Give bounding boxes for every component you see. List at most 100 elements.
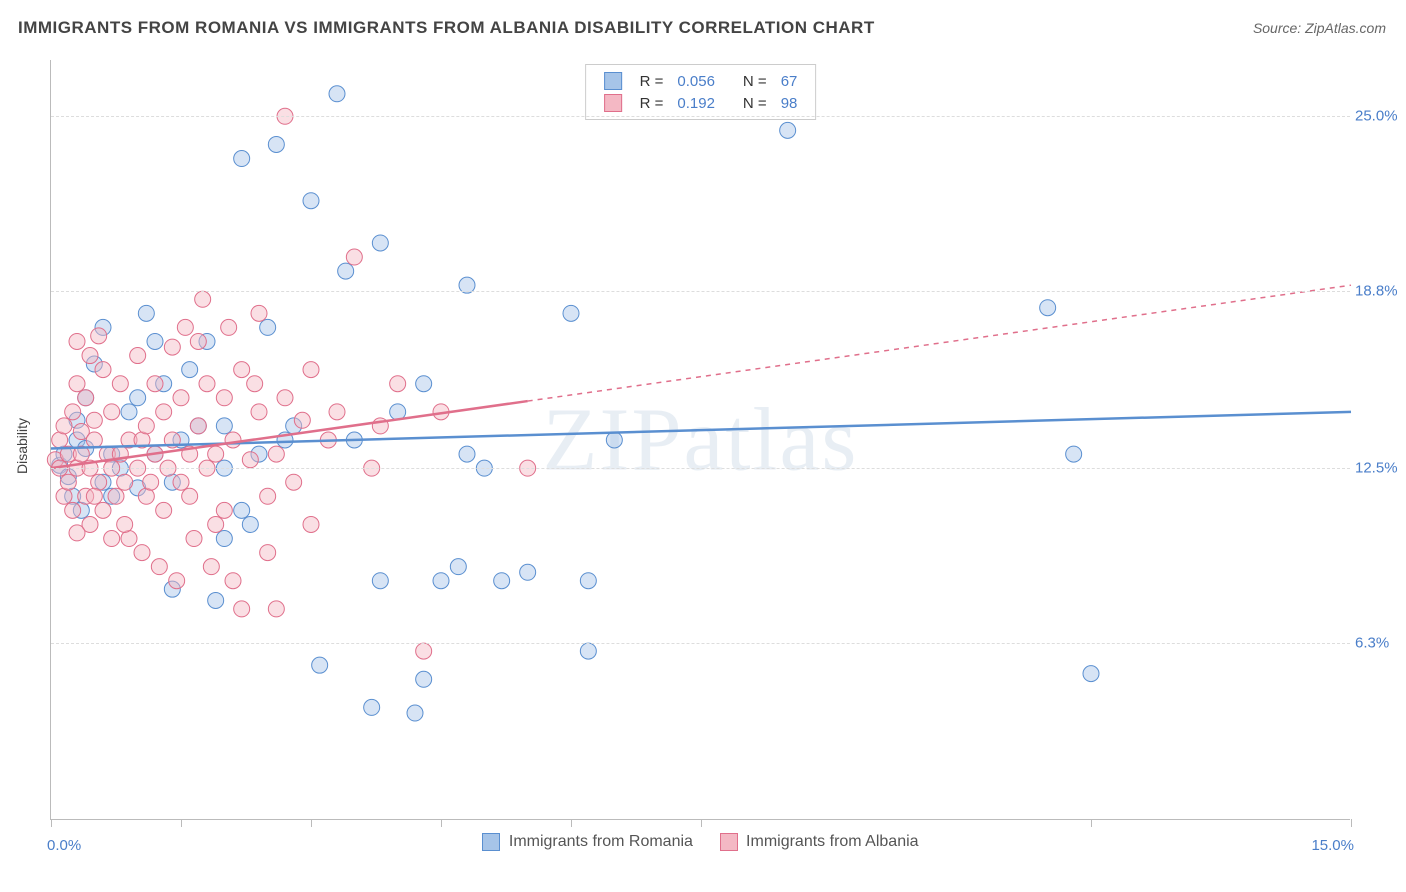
scatter-dot-albania bbox=[143, 474, 159, 490]
gridline-h bbox=[51, 468, 1350, 469]
x-axis-max-label: 15.0% bbox=[1311, 837, 1354, 854]
scatter-dot-albania bbox=[260, 545, 276, 561]
legend-swatch-albania bbox=[720, 833, 738, 851]
scatter-dot-albania bbox=[69, 525, 85, 541]
scatter-dot-romania bbox=[130, 390, 146, 406]
scatter-dot-romania bbox=[1066, 446, 1082, 462]
gridline-h bbox=[51, 291, 1350, 292]
scatter-dot-albania bbox=[91, 328, 107, 344]
scatter-dot-albania bbox=[251, 404, 267, 420]
scatter-dot-albania bbox=[156, 502, 172, 518]
scatter-dot-albania bbox=[86, 432, 102, 448]
scatter-dot-albania bbox=[390, 376, 406, 392]
scatter-dot-romania bbox=[494, 573, 510, 589]
scatter-dot-romania bbox=[563, 305, 579, 321]
scatter-dot-albania bbox=[95, 362, 111, 378]
scatter-dot-romania bbox=[459, 446, 475, 462]
y-tick-label: 12.5% bbox=[1355, 460, 1406, 477]
scatter-dot-albania bbox=[190, 418, 206, 434]
scatter-dot-romania bbox=[242, 516, 258, 532]
scatter-dot-romania bbox=[372, 235, 388, 251]
scatter-dot-romania bbox=[780, 122, 796, 138]
legend-label-albania: Immigrants from Albania bbox=[746, 833, 919, 850]
scatter-dot-romania bbox=[147, 333, 163, 349]
x-tick-mark bbox=[701, 819, 702, 827]
scatter-dot-albania bbox=[182, 488, 198, 504]
scatter-dot-romania bbox=[407, 705, 423, 721]
scatter-dot-albania bbox=[277, 390, 293, 406]
x-tick-mark bbox=[571, 819, 572, 827]
scatter-dot-albania bbox=[65, 502, 81, 518]
r-label: R = bbox=[634, 93, 670, 113]
gridline-h bbox=[51, 643, 1350, 644]
scatter-dot-albania bbox=[78, 390, 94, 406]
scatter-dot-romania bbox=[580, 643, 596, 659]
scatter-dot-romania bbox=[520, 564, 536, 580]
scatter-dot-albania bbox=[268, 446, 284, 462]
scatter-dot-albania bbox=[108, 488, 124, 504]
scatter-dot-albania bbox=[117, 516, 133, 532]
scatter-dot-albania bbox=[251, 305, 267, 321]
x-tick-mark bbox=[1351, 819, 1352, 827]
x-tick-mark bbox=[1091, 819, 1092, 827]
x-tick-mark bbox=[311, 819, 312, 827]
legend-stats-box: R = 0.056 N = 67 R = 0.192 N = 98 bbox=[585, 64, 817, 120]
scatter-dot-albania bbox=[86, 412, 102, 428]
scatter-dot-albania bbox=[195, 291, 211, 307]
scatter-dot-romania bbox=[416, 671, 432, 687]
scatter-dot-albania bbox=[147, 376, 163, 392]
scatter-dot-romania bbox=[329, 86, 345, 102]
scatter-dot-albania bbox=[95, 502, 111, 518]
scatter-dot-albania bbox=[138, 488, 154, 504]
scatter-dot-albania bbox=[56, 488, 72, 504]
scatter-dot-albania bbox=[303, 362, 319, 378]
chart-title: IMMIGRANTS FROM ROMANIA VS IMMIGRANTS FR… bbox=[18, 18, 875, 38]
x-axis-min-label: 0.0% bbox=[47, 837, 81, 854]
legend-stats-row-romania: R = 0.056 N = 67 bbox=[598, 71, 804, 91]
scatter-dot-romania bbox=[138, 305, 154, 321]
scatter-dot-romania bbox=[121, 404, 137, 420]
scatter-dot-albania bbox=[216, 502, 232, 518]
scatter-dot-albania bbox=[112, 376, 128, 392]
scatter-dot-albania bbox=[225, 573, 241, 589]
scatter-dot-romania bbox=[208, 592, 224, 608]
scatter-dot-albania bbox=[117, 474, 133, 490]
chart-plot-area: ZIPatlas R = 0.056 N = 67 R = 0.192 N = … bbox=[50, 60, 1350, 820]
scatter-dot-albania bbox=[208, 516, 224, 532]
y-tick-label: 6.3% bbox=[1355, 634, 1406, 651]
scatter-dot-albania bbox=[134, 545, 150, 561]
y-tick-label: 25.0% bbox=[1355, 108, 1406, 125]
scatter-dot-albania bbox=[169, 573, 185, 589]
y-axis-label: Disability bbox=[14, 418, 30, 474]
scatter-dot-albania bbox=[164, 339, 180, 355]
scatter-dot-romania bbox=[234, 502, 250, 518]
x-tick-mark bbox=[181, 819, 182, 827]
scatter-dot-albania bbox=[416, 643, 432, 659]
scatter-dot-albania bbox=[346, 249, 362, 265]
trend-line-dashed-albania bbox=[528, 285, 1351, 401]
scatter-dot-albania bbox=[56, 418, 72, 434]
scatter-dot-albania bbox=[121, 531, 137, 547]
scatter-dot-romania bbox=[260, 319, 276, 335]
r-value-romania: 0.056 bbox=[671, 71, 721, 91]
gridline-h bbox=[51, 116, 1350, 117]
legend-bottom: Immigrants from Romania Immigrants from … bbox=[51, 833, 1350, 851]
legend-swatch-romania bbox=[482, 833, 500, 851]
scatter-dot-albania bbox=[65, 404, 81, 420]
scatter-dot-romania bbox=[338, 263, 354, 279]
legend-swatch-albania bbox=[604, 94, 622, 112]
scatter-dot-albania bbox=[247, 376, 263, 392]
scatter-dot-romania bbox=[1040, 300, 1056, 316]
scatter-dot-albania bbox=[216, 390, 232, 406]
legend-label-romania: Immigrants from Romania bbox=[509, 833, 693, 850]
scatter-dot-albania bbox=[138, 418, 154, 434]
scatter-dot-albania bbox=[190, 333, 206, 349]
r-value-albania: 0.192 bbox=[671, 93, 721, 113]
scatter-dot-albania bbox=[234, 362, 250, 378]
scatter-dot-romania bbox=[364, 699, 380, 715]
scatter-dot-albania bbox=[186, 531, 202, 547]
source-prefix: Source: bbox=[1253, 20, 1305, 36]
scatter-dot-albania bbox=[203, 559, 219, 575]
scatter-dot-albania bbox=[225, 432, 241, 448]
scatter-dot-albania bbox=[173, 474, 189, 490]
